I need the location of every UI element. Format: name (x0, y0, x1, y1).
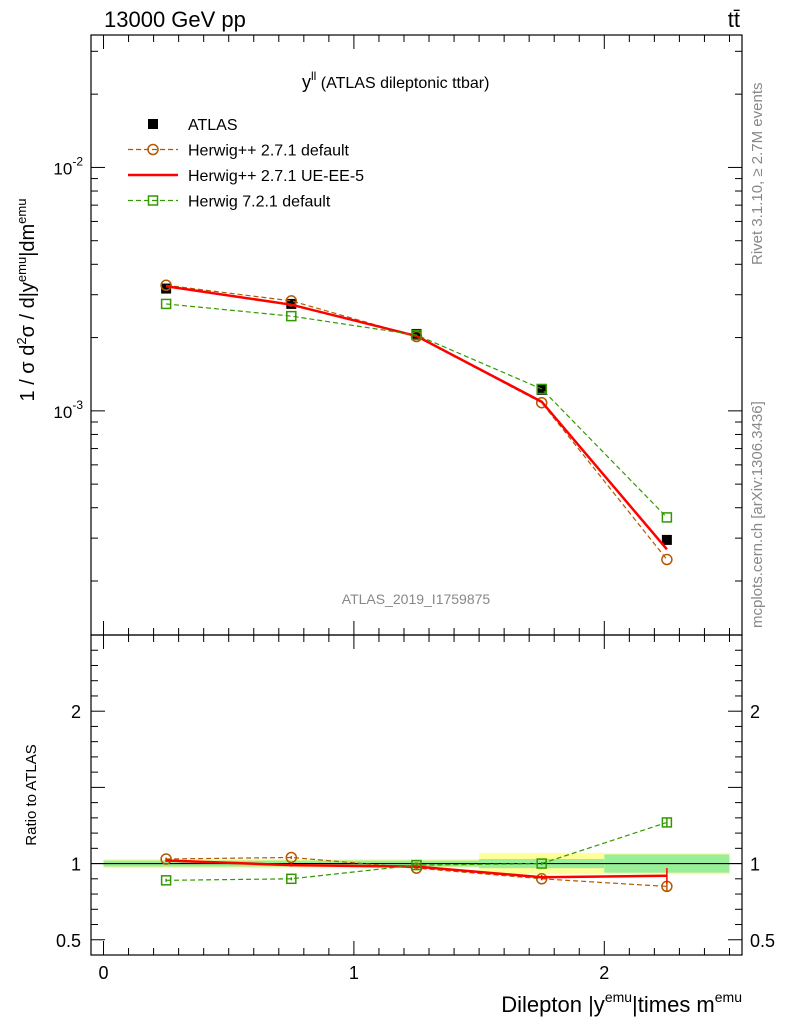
main-series-line-herwig-2-7-1-ue-ee-5 (165, 285, 668, 551)
x-tick-label: 0 (99, 963, 109, 983)
legend-marker-atlas (148, 119, 158, 129)
main-y-axis-label: 1 / σ d2σ / d|yemu|dmemu (14, 199, 39, 402)
main-point-herwig-7-2-1-default (661, 512, 673, 523)
ratio-point-herwig-7-2-1-default (286, 873, 297, 885)
main-point-herwig-2-7-1-default (661, 553, 673, 566)
ratio-y-tick-label-left: 1 (71, 855, 81, 875)
ratio-point-herwig-2-7-1-default (160, 853, 172, 865)
main-y-tick-label: 10-3 (53, 398, 83, 422)
ratio-point-herwig-2-7-1-default (535, 873, 548, 885)
xlabel-part: |times m (632, 992, 715, 1017)
main-point-atlas (411, 328, 422, 339)
tick-exponent: -3 (72, 398, 83, 412)
header-process: tt̄ (728, 7, 740, 32)
legend-label-herwig-2-7-1-ue-ee-5: Herwig++ 2.7.1 UE-EE-5 (188, 168, 364, 185)
legend: ATLAS Herwig++ 2.7.1 default Herwig++ 2.7.… (128, 117, 364, 211)
main-point-herwig-7-2-1-default (286, 310, 297, 322)
main-point-herwig-2-7-1-default (535, 396, 548, 409)
title-sup: ll (311, 69, 316, 83)
ylabel-sup: emu (14, 257, 29, 282)
legend-label-atlas: ATLAS (188, 117, 238, 134)
main-point-herwig-7-2-1-default (160, 298, 172, 310)
ratio-y-axis-label: Ratio to ATLAS (23, 744, 40, 845)
legend-marker-herwig-7-2-1-default (147, 195, 159, 206)
ratio-frame (90, 634, 743, 956)
x-tick-label: 1 (349, 963, 359, 983)
ratio-y-tick-label-left: 2 (71, 702, 81, 722)
ylabel-part: 1 / σ d (17, 345, 39, 402)
ratio-y-tick-label-right: 1 (750, 855, 760, 875)
ratio-y-tick-label-right: 2 (750, 702, 760, 722)
x-tick-label: 2 (599, 963, 609, 983)
mcplots-label: mcplots.cern.ch [arXiv:1306.3436] (749, 401, 766, 628)
main-series-line-herwig-7-2-1-default (166, 303, 668, 518)
main-series-line-herwig-2-7-1-default (166, 284, 668, 560)
x-axis-label: Dilepton |yemu|times memu (501, 989, 742, 1017)
analysis-label: ATLAS_2019_I1759875 (342, 591, 491, 607)
ratio-point-herwig-7-2-1-default (536, 858, 547, 869)
ratio-point-herwig-7-2-1-default (661, 817, 673, 828)
ylabel-part: σ / d|y (17, 282, 39, 337)
main-point-herwig-2-7-1-default (160, 279, 172, 292)
tick-base: 10 (53, 403, 72, 422)
title-rest: (ATLAS dileptonic ttbar) (316, 75, 489, 92)
legend-marker-herwig-2-7-1-default (147, 143, 159, 156)
main-point-herwig-7-2-1-default (536, 383, 547, 395)
main-point-herwig-7-2-1-default (411, 329, 422, 341)
ylabel-sup: emu (14, 199, 29, 224)
xlabel-sup: emu (605, 989, 632, 1005)
ratio-point-herwig-7-2-1-default (411, 859, 422, 871)
tick-exponent: -2 (72, 154, 83, 168)
legend-label-herwig-7-2-1-default: Herwig 7.2.1 default (188, 194, 331, 211)
xlabel-part: Dilepton |y (501, 992, 605, 1017)
main-point-atlas (536, 384, 547, 395)
ylabel-part: |dm (17, 224, 39, 257)
ratio-point-herwig-2-7-1-default (285, 851, 298, 864)
xlabel-sup: emu (715, 989, 742, 1005)
plot-title: yll (ATLAS dileptonic ttbar) (302, 69, 489, 92)
tick-base: 10 (53, 159, 72, 178)
main-point-atlas (661, 534, 672, 545)
main-plot-area: 10-210-3 (53, 34, 743, 636)
ratio-point-herwig-7-2-1-default (160, 875, 172, 886)
main-point-atlas (161, 283, 172, 294)
ratio-y-tick-label-left: 0.5 (56, 931, 81, 951)
main-y-tick-label: 10-2 (53, 154, 83, 178)
ylabel-sup: 2 (14, 337, 29, 344)
ratio-plot-area: 0 1 2 0.5 0.5 1 1 2 2 (56, 634, 775, 983)
legend-label-herwig-2-7-1-default: Herwig++ 2.7.1 default (188, 143, 350, 160)
ratio-y-tick-label-right: 0.5 (750, 931, 775, 951)
rivet-version-label: Rivet 3.1.10, ≥ 2.7M events (749, 83, 766, 266)
title-main: y (302, 72, 311, 92)
header-energy: 13000 GeV pp (104, 7, 246, 32)
